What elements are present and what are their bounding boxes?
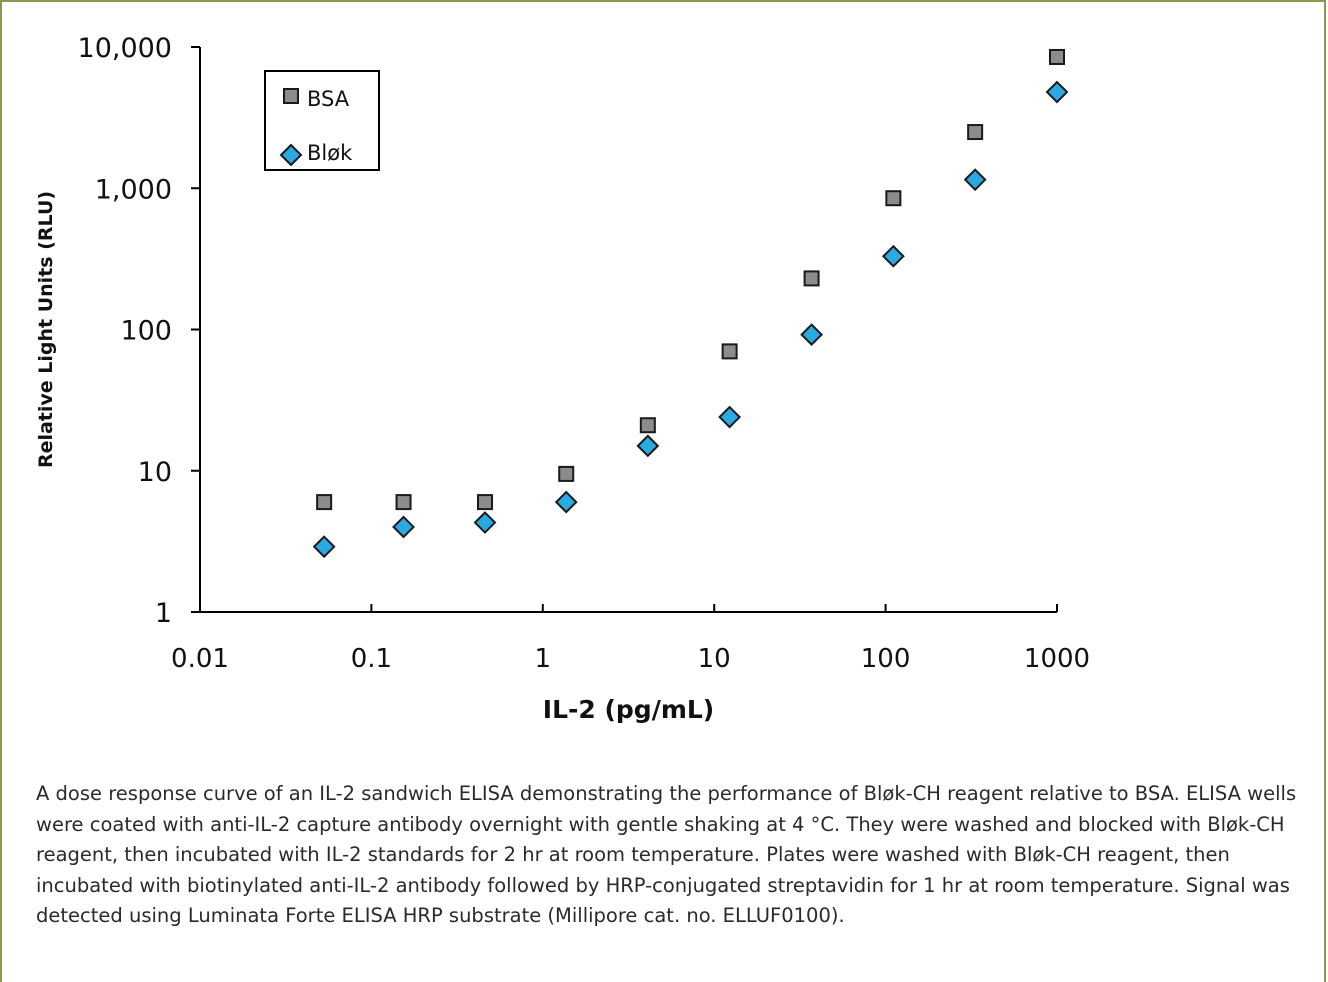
data-point-diamond bbox=[800, 323, 824, 347]
legend-label: BSA bbox=[307, 87, 350, 111]
data-point-square bbox=[558, 465, 575, 482]
data-point-diamond bbox=[881, 244, 905, 268]
legend-marker-diamond bbox=[279, 143, 303, 167]
data-point-square bbox=[803, 270, 820, 287]
x-tick-label: 0.01 bbox=[171, 644, 229, 674]
y-tick-label: 10,000 bbox=[78, 33, 172, 64]
y-axis-title: Relative Light Units (RLU) bbox=[35, 191, 57, 468]
scatter-chart: 0.01 0.1 1 10 100 1000 1 10 100 1,000 10,000 BSA Bl… bbox=[35, 33, 1091, 724]
x-tick-label: 1 bbox=[535, 644, 552, 674]
chart-legend: BSA Bløk bbox=[264, 70, 380, 171]
data-point-diamond bbox=[963, 168, 987, 192]
data-point-diamond bbox=[718, 405, 742, 429]
data-point-diamond bbox=[392, 515, 415, 539]
data-point-diamond bbox=[1045, 80, 1069, 104]
data-point-diamond bbox=[636, 434, 660, 458]
data-point-square bbox=[885, 190, 902, 207]
data-point-square bbox=[967, 124, 984, 141]
x-tick-label: 0.1 bbox=[351, 644, 392, 674]
y-tick-label: 1 bbox=[155, 598, 172, 629]
chart-marks bbox=[312, 48, 1069, 559]
data-point-square bbox=[395, 494, 412, 511]
x-axis-title: IL-2 (pg/mL) bbox=[543, 695, 714, 724]
chart-axes: 0.01 0.1 1 10 100 1000 1 10 100 1,000 10,000 bbox=[78, 33, 1091, 674]
data-point-square bbox=[476, 494, 493, 511]
legend-marker-square bbox=[283, 88, 299, 104]
y-tick-label: 1,000 bbox=[95, 174, 172, 205]
data-point-square bbox=[316, 494, 333, 511]
series-blok bbox=[312, 80, 1069, 559]
data-point-square bbox=[721, 343, 738, 360]
y-tick-label: 10 bbox=[138, 457, 172, 488]
x-tick-label: 10 bbox=[698, 644, 731, 674]
data-point-diamond bbox=[312, 535, 336, 559]
series-bsa bbox=[316, 48, 1065, 511]
data-point-diamond bbox=[473, 511, 497, 534]
figure-caption: A dose response curve of an IL-2 sandwic… bbox=[36, 782, 1297, 927]
x-tick-label: 1000 bbox=[1024, 644, 1090, 674]
x-tick-label: 100 bbox=[861, 644, 911, 674]
y-tick-label: 100 bbox=[120, 316, 172, 347]
legend-label: Bløk bbox=[307, 141, 353, 165]
data-point-square bbox=[639, 417, 656, 434]
data-point-diamond bbox=[554, 490, 578, 514]
data-point-square bbox=[1049, 48, 1065, 65]
